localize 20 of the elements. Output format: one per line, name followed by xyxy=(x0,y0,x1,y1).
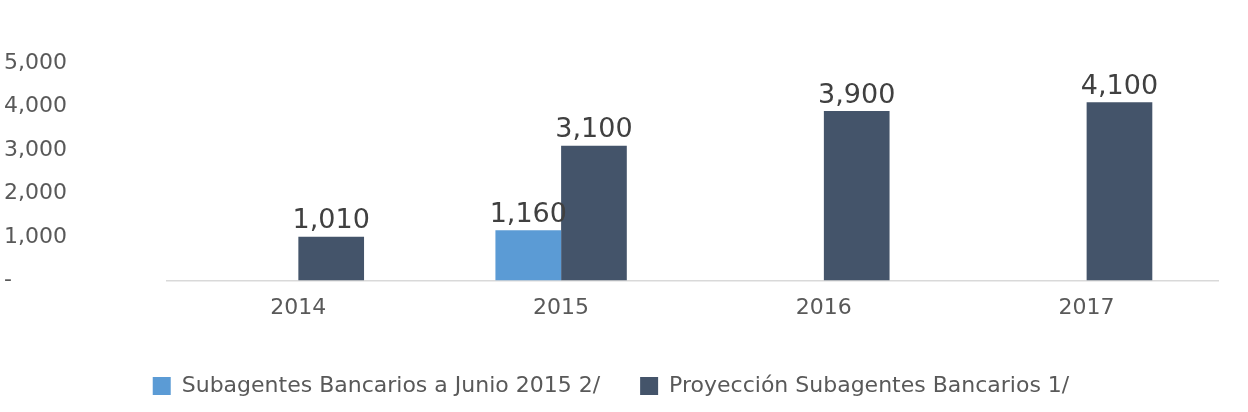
bar xyxy=(1086,102,1153,281)
x-tick-label: 2016 xyxy=(795,293,852,319)
data-label: 3,900 xyxy=(818,77,896,109)
data-label: 1,010 xyxy=(292,203,370,235)
x-tick-label: 2014 xyxy=(270,293,327,319)
bar xyxy=(495,230,562,281)
bar xyxy=(298,236,365,281)
y-tick-label: 4,000 xyxy=(4,92,67,118)
y-tick-label: 2,000 xyxy=(4,179,67,205)
legend-label: Subagentes Bancarios a Junio 2015 2/ xyxy=(181,371,601,397)
y-tick-label: 3,000 xyxy=(4,135,67,161)
y-tick-label: 1,000 xyxy=(4,222,67,248)
y-tick-label: 5,000 xyxy=(4,48,67,74)
data-label: 3,100 xyxy=(555,112,633,144)
data-label: 4,100 xyxy=(1080,68,1159,100)
y-tick-label: - xyxy=(4,266,12,292)
x-tick-label: 2015 xyxy=(533,293,590,319)
x-tick-label: 2017 xyxy=(1058,293,1115,319)
bar xyxy=(823,111,890,281)
legend-label: Proyección Subagentes Bancarios 1/ xyxy=(669,371,1070,397)
